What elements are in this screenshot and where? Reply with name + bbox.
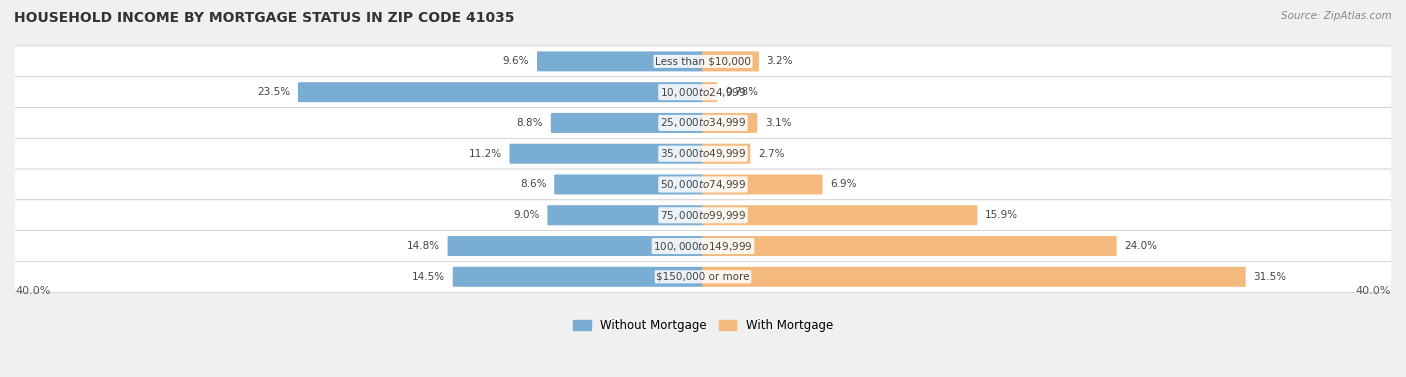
FancyBboxPatch shape bbox=[14, 77, 1392, 107]
Text: $35,000 to $49,999: $35,000 to $49,999 bbox=[659, 147, 747, 160]
Text: 3.1%: 3.1% bbox=[765, 118, 792, 128]
Text: $25,000 to $34,999: $25,000 to $34,999 bbox=[659, 116, 747, 129]
FancyBboxPatch shape bbox=[509, 144, 704, 164]
Text: 9.0%: 9.0% bbox=[513, 210, 540, 220]
Text: 6.9%: 6.9% bbox=[831, 179, 856, 190]
FancyBboxPatch shape bbox=[702, 144, 751, 164]
Text: 11.2%: 11.2% bbox=[468, 149, 502, 159]
FancyBboxPatch shape bbox=[702, 82, 717, 102]
FancyBboxPatch shape bbox=[702, 175, 823, 195]
Text: Less than $10,000: Less than $10,000 bbox=[655, 57, 751, 66]
FancyBboxPatch shape bbox=[702, 236, 1116, 256]
FancyBboxPatch shape bbox=[453, 267, 704, 287]
Text: HOUSEHOLD INCOME BY MORTGAGE STATUS IN ZIP CODE 41035: HOUSEHOLD INCOME BY MORTGAGE STATUS IN Z… bbox=[14, 11, 515, 25]
Text: 9.6%: 9.6% bbox=[503, 57, 529, 66]
FancyBboxPatch shape bbox=[702, 51, 759, 71]
Text: 14.8%: 14.8% bbox=[406, 241, 440, 251]
Text: Source: ZipAtlas.com: Source: ZipAtlas.com bbox=[1281, 11, 1392, 21]
FancyBboxPatch shape bbox=[547, 205, 704, 225]
FancyBboxPatch shape bbox=[14, 107, 1392, 138]
FancyBboxPatch shape bbox=[14, 231, 1392, 261]
Text: 14.5%: 14.5% bbox=[412, 272, 446, 282]
FancyBboxPatch shape bbox=[702, 205, 977, 225]
FancyBboxPatch shape bbox=[14, 200, 1392, 231]
Text: $10,000 to $24,999: $10,000 to $24,999 bbox=[659, 86, 747, 99]
Legend: Without Mortgage, With Mortgage: Without Mortgage, With Mortgage bbox=[568, 314, 838, 337]
Text: 15.9%: 15.9% bbox=[986, 210, 1018, 220]
FancyBboxPatch shape bbox=[14, 46, 1392, 77]
FancyBboxPatch shape bbox=[537, 51, 704, 71]
Text: 0.78%: 0.78% bbox=[725, 87, 758, 97]
Text: $75,000 to $99,999: $75,000 to $99,999 bbox=[659, 209, 747, 222]
Text: 40.0%: 40.0% bbox=[15, 286, 51, 296]
Text: 31.5%: 31.5% bbox=[1253, 272, 1286, 282]
Text: $50,000 to $74,999: $50,000 to $74,999 bbox=[659, 178, 747, 191]
Text: 3.2%: 3.2% bbox=[766, 57, 793, 66]
FancyBboxPatch shape bbox=[14, 261, 1392, 292]
FancyBboxPatch shape bbox=[298, 82, 704, 102]
FancyBboxPatch shape bbox=[702, 113, 758, 133]
Text: 23.5%: 23.5% bbox=[257, 87, 290, 97]
FancyBboxPatch shape bbox=[702, 267, 1246, 287]
Text: $100,000 to $149,999: $100,000 to $149,999 bbox=[654, 239, 752, 253]
FancyBboxPatch shape bbox=[14, 138, 1392, 169]
FancyBboxPatch shape bbox=[14, 169, 1392, 200]
Text: 40.0%: 40.0% bbox=[1355, 286, 1391, 296]
FancyBboxPatch shape bbox=[447, 236, 704, 256]
Text: $150,000 or more: $150,000 or more bbox=[657, 272, 749, 282]
FancyBboxPatch shape bbox=[551, 113, 704, 133]
Text: 8.6%: 8.6% bbox=[520, 179, 547, 190]
Text: 24.0%: 24.0% bbox=[1125, 241, 1157, 251]
Text: 2.7%: 2.7% bbox=[758, 149, 785, 159]
Text: 8.8%: 8.8% bbox=[516, 118, 543, 128]
FancyBboxPatch shape bbox=[554, 175, 704, 195]
